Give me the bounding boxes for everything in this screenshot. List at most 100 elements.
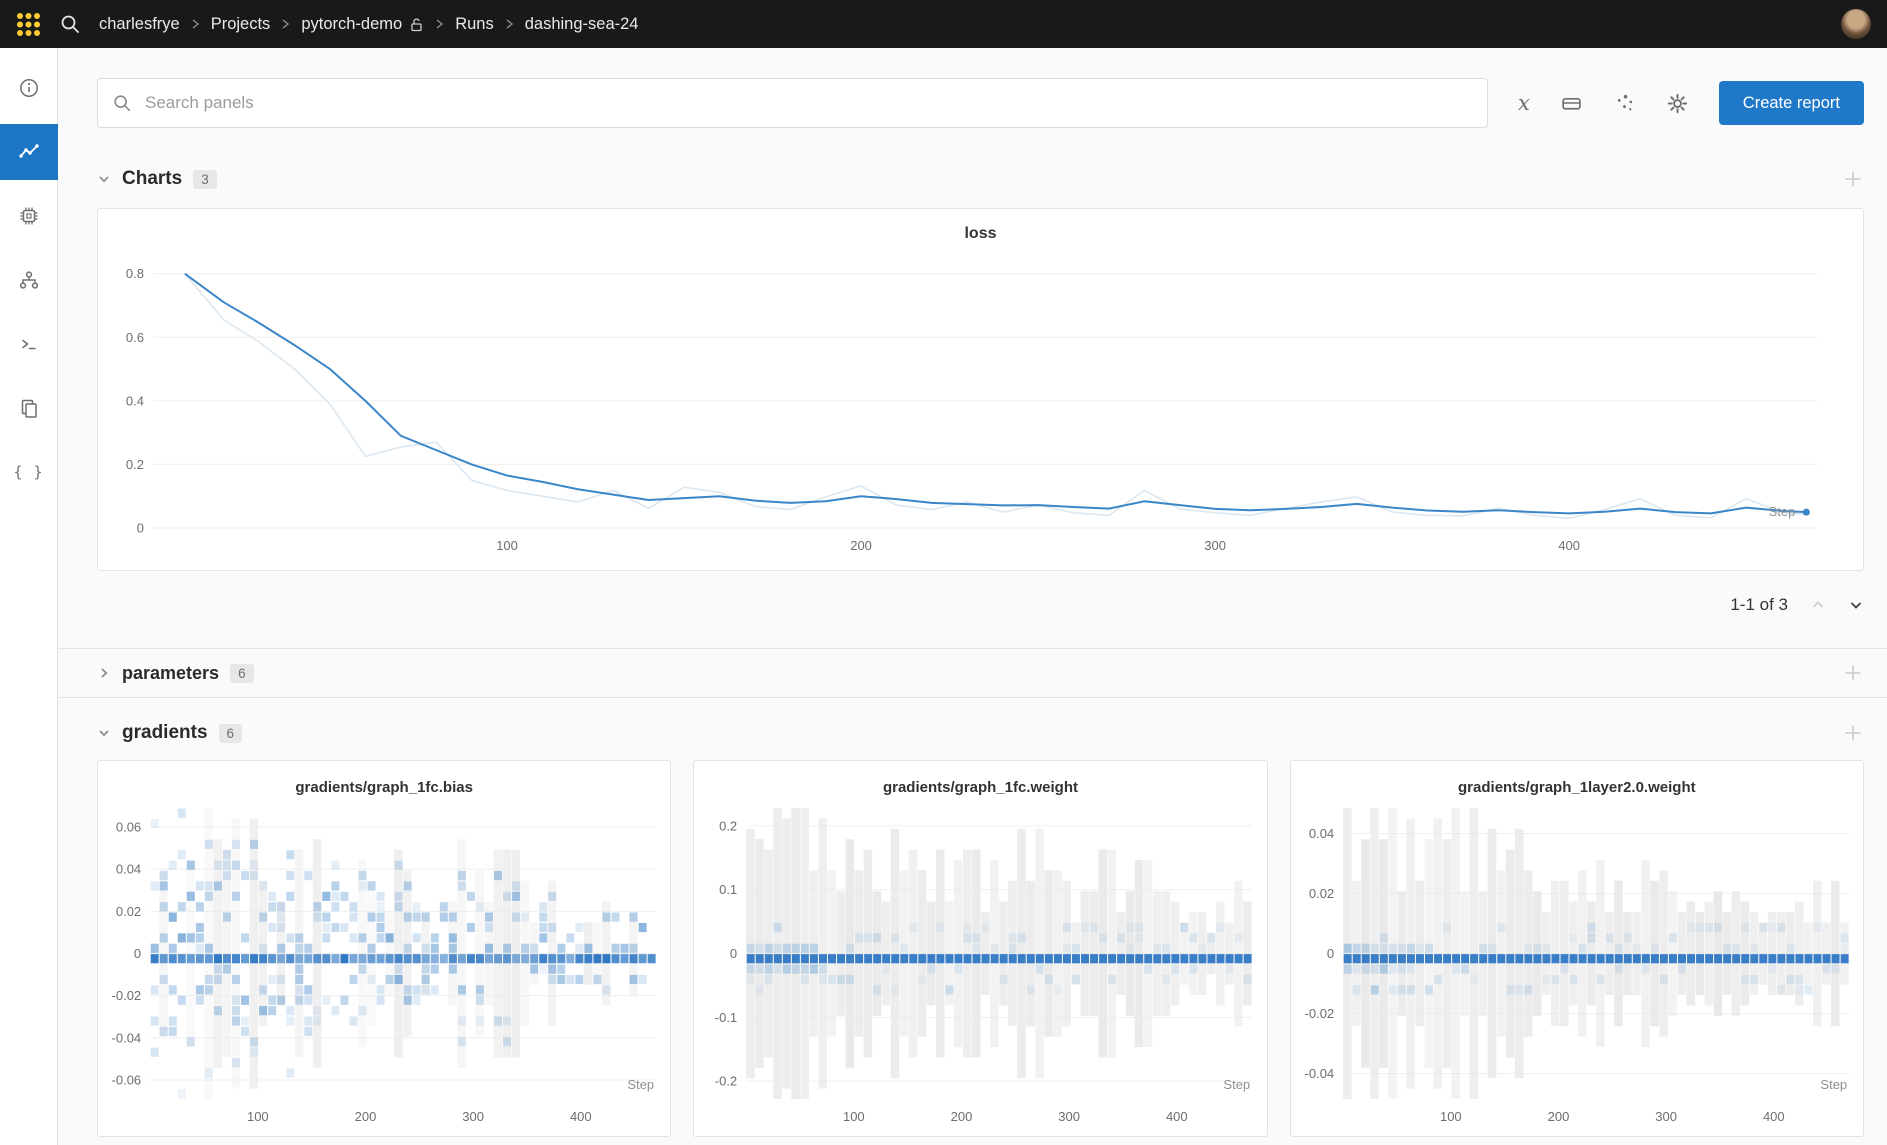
terminal-icon bbox=[21, 339, 36, 350]
sidebar-item-model[interactable] bbox=[0, 252, 58, 308]
loss-panel: loss 0 0.2 0.4 0.6 0.8 100 200 300 400 Step bbox=[97, 208, 1864, 571]
panel-search bbox=[97, 78, 1488, 128]
svg-text:-0.04: -0.04 bbox=[1304, 1066, 1334, 1081]
section-count-badge: 3 bbox=[193, 169, 217, 189]
svg-text:400: 400 bbox=[570, 1109, 592, 1124]
section-gradients-header[interactable]: gradients 6 bbox=[97, 712, 1864, 754]
chevron-right-icon bbox=[101, 668, 108, 678]
section-count-badge: 6 bbox=[230, 663, 254, 683]
svg-text:300: 300 bbox=[1655, 1109, 1677, 1124]
svg-text:400: 400 bbox=[1166, 1109, 1188, 1124]
panels-icon bbox=[1562, 97, 1581, 110]
gear-icon bbox=[1667, 93, 1687, 113]
svg-text:Step: Step bbox=[627, 1077, 654, 1092]
wandb-logo-icon bbox=[17, 12, 40, 36]
sidebar-item-files[interactable] bbox=[0, 380, 58, 436]
svg-text:200: 200 bbox=[850, 538, 872, 553]
create-report-button[interactable]: Create report bbox=[1718, 81, 1864, 125]
braces-icon: { } bbox=[13, 463, 44, 481]
sidebar-item-system[interactable] bbox=[0, 188, 58, 244]
add-panel-button[interactable] bbox=[1842, 662, 1864, 684]
add-panel-button[interactable] bbox=[1842, 722, 1864, 744]
gradient-panel: gradients/graph_1fc.bias 0.06 0.04 0.02 0 -0… bbox=[97, 760, 672, 1137]
section-title: parameters bbox=[122, 662, 220, 683]
chevron-separator-icon bbox=[505, 17, 514, 31]
latex-toggle-button[interactable]: x bbox=[1518, 91, 1530, 115]
chip-icon bbox=[20, 207, 37, 225]
panel-toolbar: x C bbox=[97, 78, 1864, 128]
svg-text:0.2: 0.2 bbox=[126, 457, 144, 472]
svg-text:-0.04: -0.04 bbox=[112, 1030, 142, 1045]
search-icon bbox=[114, 95, 131, 112]
svg-text:-0.02: -0.02 bbox=[1304, 1006, 1334, 1021]
svg-text:0: 0 bbox=[134, 946, 141, 961]
avatar[interactable] bbox=[1841, 9, 1871, 39]
svg-text:100: 100 bbox=[247, 1109, 269, 1124]
pagination-label: 1-1 of 3 bbox=[1730, 595, 1788, 614]
chevron-down-icon bbox=[99, 730, 109, 737]
svg-text:-0.1: -0.1 bbox=[715, 1010, 737, 1025]
svg-text:200: 200 bbox=[1547, 1109, 1569, 1124]
svg-text:200: 200 bbox=[355, 1109, 377, 1124]
svg-text:-0.02: -0.02 bbox=[112, 988, 142, 1003]
sidebar-item-artifacts[interactable]: { } bbox=[0, 444, 58, 500]
breadcrumb-item-run[interactable]: dashing-sea-24 bbox=[524, 14, 639, 33]
svg-text:Step: Step bbox=[1820, 1077, 1847, 1092]
svg-text:0.06: 0.06 bbox=[116, 819, 141, 834]
chevron-down-icon bbox=[1850, 602, 1862, 609]
gradient-heatmap-chart[interactable]: 0.2 0.1 0 -0.1 -0.2 100 200 300 400 Step bbox=[694, 800, 1266, 1133]
svg-text:-0.06: -0.06 bbox=[112, 1073, 142, 1088]
gradient-panel: gradients/graph_1layer2.0.weight 0.04 0.0… bbox=[1289, 760, 1864, 1137]
search-icon bbox=[61, 15, 79, 33]
breadcrumb-item-project[interactable]: pytorch-demo bbox=[301, 14, 403, 33]
svg-text:0.02: 0.02 bbox=[1309, 886, 1334, 901]
chevron-up-icon bbox=[1812, 601, 1824, 608]
workspace: x C bbox=[58, 0, 1887, 1137]
breadcrumb-item-user[interactable]: charlesfrye bbox=[99, 14, 180, 33]
pagination-prev-button[interactable] bbox=[1810, 597, 1826, 613]
breadcrumb-item-projects[interactable]: Projects bbox=[210, 14, 271, 33]
svg-text:-0.2: -0.2 bbox=[715, 1074, 737, 1089]
chevron-separator-icon bbox=[281, 17, 290, 31]
gradient-heatmap-chart[interactable]: 0.04 0.02 0 -0.02 -0.04 100 200 300 400 Step bbox=[1291, 800, 1863, 1133]
unlock-icon bbox=[411, 17, 422, 31]
panel-pagination: 1-1 of 3 bbox=[97, 587, 1864, 623]
chevron-down-icon bbox=[99, 176, 109, 183]
pagination-next-button[interactable] bbox=[1848, 597, 1864, 613]
sidebar-item-overview[interactable] bbox=[0, 60, 58, 116]
svg-text:0.2: 0.2 bbox=[719, 818, 737, 833]
chevron-separator-icon bbox=[191, 17, 200, 31]
panels-settings-button[interactable] bbox=[1560, 92, 1583, 115]
line-chart-icon bbox=[18, 144, 39, 158]
model-graph-icon bbox=[19, 271, 38, 289]
loss-chart[interactable]: 0 0.2 0.4 0.6 0.8 100 200 300 400 Step bbox=[98, 247, 1863, 568]
svg-text:100: 100 bbox=[496, 538, 518, 553]
sidebar-item-charts[interactable] bbox=[0, 124, 58, 180]
search-panels-input[interactable] bbox=[143, 92, 1473, 114]
section-charts-header[interactable]: Charts 3 bbox=[97, 162, 1864, 196]
svg-text:Step: Step bbox=[1224, 1077, 1251, 1092]
files-icon bbox=[21, 399, 37, 418]
gradient-heatmap-chart[interactable]: 0.06 0.04 0.02 0 -0.02 -0.04 -0.06 100 200 300 400… bbox=[98, 800, 670, 1133]
svg-text:0.04: 0.04 bbox=[1309, 826, 1334, 841]
plus-icon bbox=[1845, 665, 1861, 681]
svg-text:0: 0 bbox=[137, 521, 144, 536]
add-panel-button[interactable] bbox=[1842, 168, 1864, 190]
section-count-badge: 6 bbox=[218, 723, 243, 743]
svg-text:0.1: 0.1 bbox=[719, 882, 737, 897]
gradient-panels-row: gradients/graph_1fc.bias 0.06 0.04 0.02 0 -0… bbox=[97, 760, 1864, 1137]
plus-icon bbox=[1845, 171, 1861, 187]
info-icon bbox=[19, 79, 38, 97]
magic-layout-button[interactable] bbox=[1613, 92, 1636, 115]
svg-text:0: 0 bbox=[1327, 946, 1334, 961]
section-title: gradients bbox=[122, 722, 208, 743]
latex-icon: x bbox=[1517, 91, 1530, 115]
section-parameters-header[interactable]: parameters 6 bbox=[58, 648, 1887, 698]
svg-text:0.04: 0.04 bbox=[116, 862, 141, 877]
gradient-panel: gradients/graph_1fc.weight 0.2 0.1 0 -0.1 -0… bbox=[693, 760, 1268, 1137]
global-search-button[interactable] bbox=[59, 13, 81, 35]
sidebar-item-logs[interactable] bbox=[0, 316, 58, 372]
workspace-settings-button[interactable] bbox=[1666, 92, 1689, 115]
breadcrumb-item-runs[interactable]: Runs bbox=[455, 14, 494, 33]
wandb-logo[interactable] bbox=[16, 12, 41, 37]
